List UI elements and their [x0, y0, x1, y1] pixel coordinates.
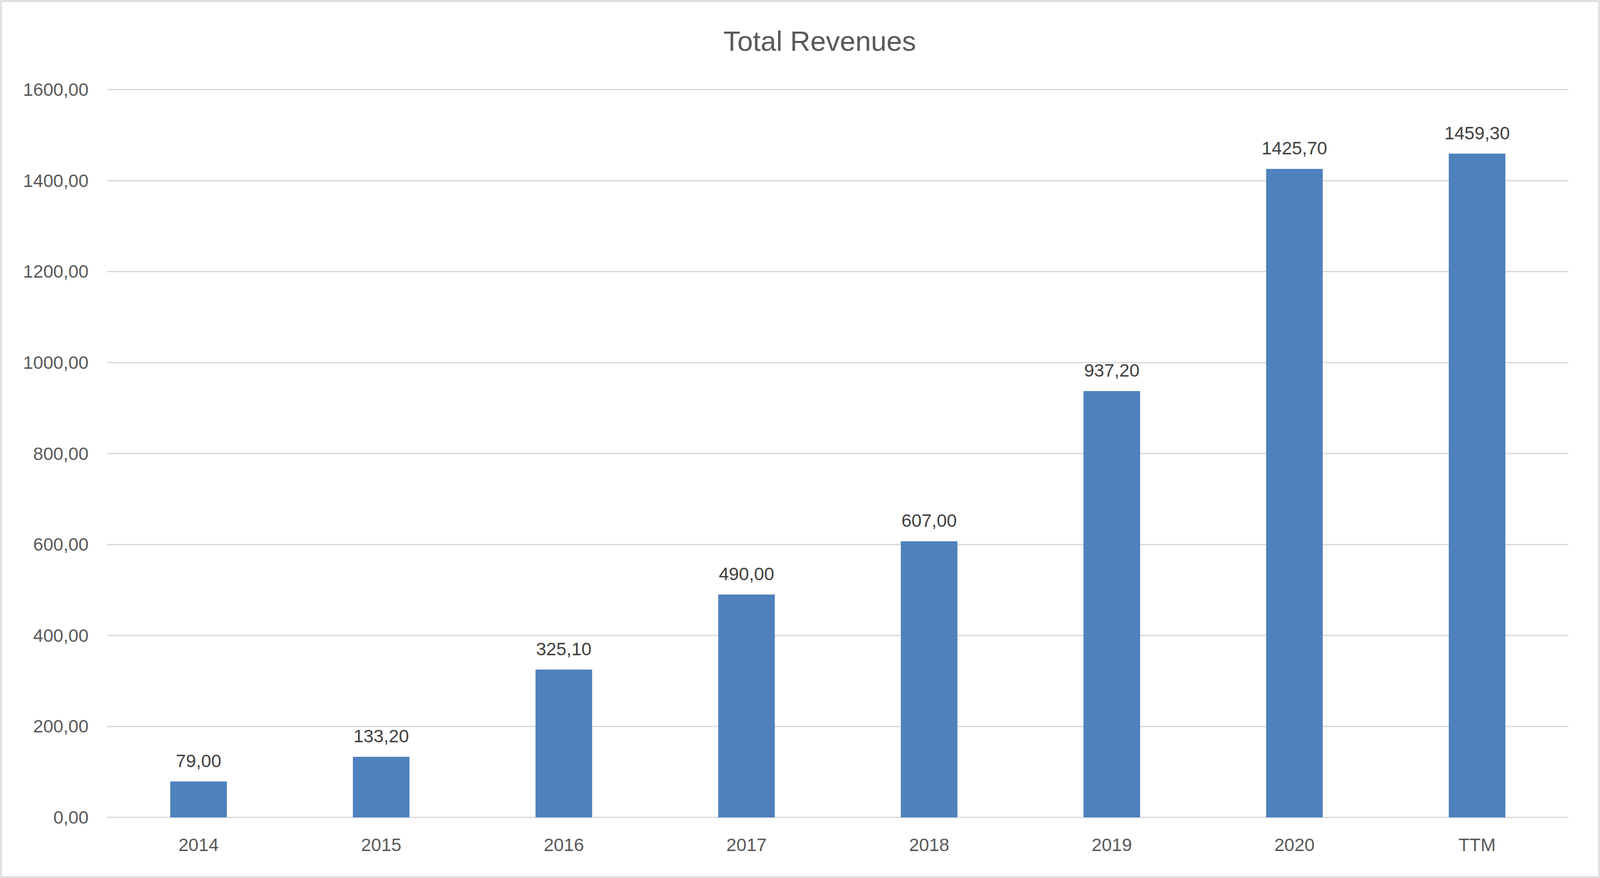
data-label: 937,20	[1084, 359, 1140, 381]
grid-line	[107, 270, 1569, 273]
y-tick-label: 400,00	[33, 625, 89, 646]
chart-container: Total Revenues 0,00 200,00 400,00 600,00 800,…	[0, 0, 1600, 878]
bar	[1083, 391, 1141, 818]
data-labels: 79,00 133,20 325,10 490,00 607,00 937,20 1425,…	[176, 122, 1510, 771]
y-tick-label: 200,00	[33, 715, 89, 737]
data-label: 490,00	[718, 563, 775, 584]
y-tick-label: 1400,00	[22, 170, 89, 191]
data-label: 1459,30	[1444, 122, 1510, 143]
grid-line	[107, 635, 1569, 637]
chart-title: Total Revenues	[723, 25, 916, 57]
y-tick-label: 0,00	[53, 806, 89, 828]
grid-line	[107, 179, 1569, 182]
y-tick-label: 1200,00	[22, 261, 89, 282]
x-tick-label: 2018	[909, 834, 950, 855]
x-tick-label: 2019	[1091, 834, 1133, 855]
x-tick-label: 2014	[178, 834, 219, 855]
grid-line	[107, 816, 1569, 819]
y-tick-label: 1000,00	[22, 352, 89, 373]
chart-svg: Total Revenues 0,00 200,00 400,00 600,00 800,…	[0, 0, 1600, 878]
bar	[718, 594, 775, 818]
x-tick-label: 2015	[361, 834, 402, 855]
y-tick-label: 1600,00	[22, 79, 89, 100]
bar	[1265, 168, 1323, 818]
x-tick-label: 2017	[726, 834, 767, 855]
bar	[535, 669, 593, 818]
x-tick-label: 2016	[543, 834, 585, 855]
data-label: 607,00	[901, 510, 957, 531]
data-label: 1425,70	[1261, 137, 1328, 158]
y-tick-label: 600,00	[33, 534, 89, 555]
bar	[352, 756, 410, 818]
x-tick-label: TTM	[1458, 834, 1496, 855]
bar	[900, 541, 958, 818]
grid	[107, 89, 1569, 818]
grid-line	[107, 543, 1569, 546]
y-tick-label: 800,00	[33, 443, 89, 464]
grid-line	[107, 89, 1569, 91]
data-label: 325,10	[536, 638, 592, 659]
chart-frame	[1, 1, 1599, 877]
bar	[170, 781, 227, 818]
grid-line	[107, 725, 1569, 728]
x-tick-label: 2020	[1274, 834, 1315, 855]
data-label: 133,20	[353, 725, 409, 746]
grid-line	[107, 452, 1569, 455]
data-label: 79,00	[176, 750, 222, 771]
bars	[170, 153, 1506, 818]
bar	[1448, 153, 1506, 818]
grid-line	[107, 362, 1569, 364]
